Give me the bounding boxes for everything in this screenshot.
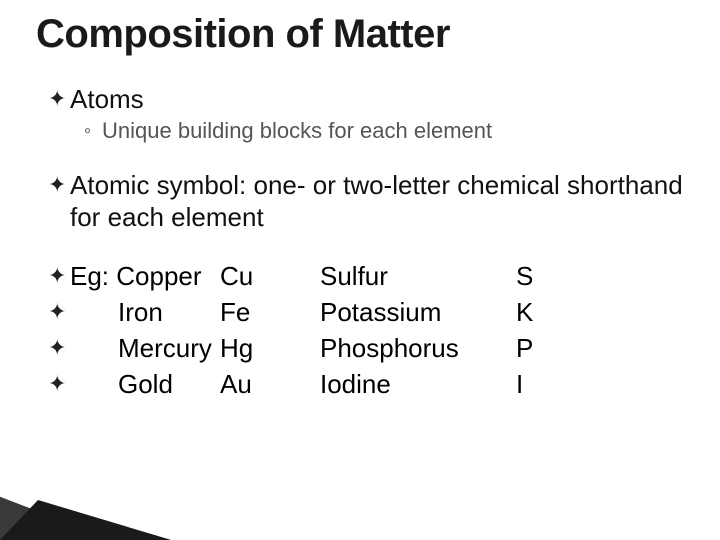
bullet-atomic-symbol-text: Atomic symbol: one- or two-letter chemic… xyxy=(70,169,684,233)
subbullet-atoms: ◦ Unique building blocks for each elemen… xyxy=(48,117,684,145)
table-row: ✦ Iron Fe Potassium K xyxy=(48,295,684,329)
element-name: Potassium xyxy=(320,295,516,329)
bullet-atomic-symbol: ✦ Atomic symbol: one- or two-letter chem… xyxy=(48,169,684,233)
bullet-marker-icon: ✦ xyxy=(48,83,70,115)
table-row: ✦ Eg: Copper Cu Sulfur S xyxy=(48,259,684,293)
element-symbol: Au xyxy=(220,367,320,401)
element-symbol: K xyxy=(516,295,556,329)
element-name-cell: Eg: Copper xyxy=(70,259,220,293)
corner-decoration-icon xyxy=(0,496,178,540)
element-name: Iron xyxy=(70,295,220,329)
slide: Composition of Matter ✦ Atoms ◦ Unique b… xyxy=(0,0,720,540)
element-name: Phosphorus xyxy=(320,331,516,365)
bullet-marker-icon: ✦ xyxy=(48,331,70,365)
slide-content: ✦ Atoms ◦ Unique building blocks for eac… xyxy=(36,83,684,401)
element-name: Mercury xyxy=(70,331,220,365)
element-symbol: P xyxy=(516,331,556,365)
table-row: ✦ Gold Au Iodine I xyxy=(48,367,684,401)
element-symbol: I xyxy=(516,367,556,401)
table-row: ✦ Mercury Hg Phosphorus P xyxy=(48,331,684,365)
element-symbol: Fe xyxy=(220,295,320,329)
element-name: Gold xyxy=(70,367,220,401)
element-symbol: S xyxy=(516,259,556,293)
element-name: Iodine xyxy=(320,367,516,401)
bullet-atoms: ✦ Atoms xyxy=(48,83,684,115)
bullet-marker-icon: ✦ xyxy=(48,295,70,329)
element-symbol: Hg xyxy=(220,331,320,365)
subbullet-marker-icon: ◦ xyxy=(84,117,102,145)
bullet-marker-icon: ✦ xyxy=(48,367,70,401)
bullet-marker-icon: ✦ xyxy=(48,259,70,293)
slide-title: Composition of Matter xyxy=(36,12,684,57)
element-symbol: Cu xyxy=(220,259,320,293)
elements-table: ✦ Eg: Copper Cu Sulfur S ✦ Iron Fe Potas… xyxy=(48,259,684,401)
element-name: Copper xyxy=(116,261,201,291)
element-name: Sulfur xyxy=(320,259,516,293)
eg-prefix: Eg: xyxy=(70,261,116,291)
bullet-marker-icon: ✦ xyxy=(48,169,70,201)
subbullet-atoms-text: Unique building blocks for each element xyxy=(102,117,492,145)
bullet-atoms-label: Atoms xyxy=(70,83,144,115)
